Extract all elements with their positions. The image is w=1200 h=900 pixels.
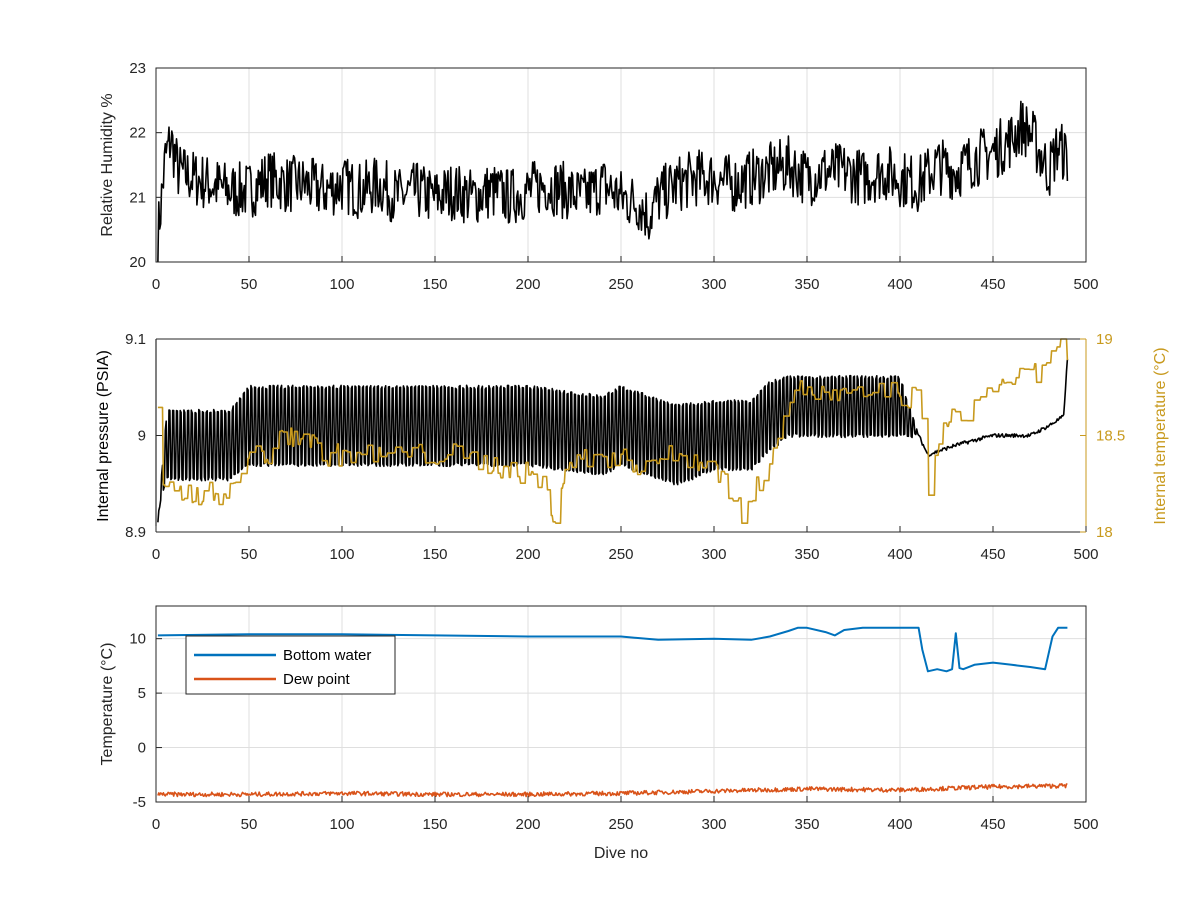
legend-label-bottom-water: Bottom water: [283, 647, 371, 664]
temperature-y-ticks: -5 0 5 10: [129, 631, 162, 811]
humidity-x-ticks: 0 50 100 150 200 250 300 350 400 450 500: [152, 256, 1099, 293]
humidity-y-ticks: 20 21 22 23: [129, 60, 162, 271]
x-tick-label: 450: [980, 546, 1005, 563]
x-tick-label: 0: [152, 276, 160, 293]
x-tick-label: 500: [1073, 816, 1098, 833]
internal-temperature-line: [157, 338, 1069, 524]
x-tick-label: 150: [422, 816, 447, 833]
y-tick-label: 21: [129, 189, 146, 206]
temperature-x-ticks: 0 50 100 150 200 250 300 350 400 450 500: [152, 796, 1099, 833]
x-tick-label: 150: [422, 276, 447, 293]
y-tick-label: 5: [138, 685, 146, 702]
x-tick-label: 300: [701, 816, 726, 833]
x-tick-label: 450: [980, 816, 1005, 833]
x-tick-label: 100: [329, 276, 354, 293]
x-tick-label: 350: [794, 816, 819, 833]
x-tick-label: 250: [608, 816, 633, 833]
pressure-panel: 0 50 100 150 200 250 300 350 400 450 500 8.9 9 9.1 1…: [95, 331, 1169, 563]
y-tick-label: -5: [133, 794, 146, 811]
y-tick-label: 10: [129, 631, 146, 648]
y-tick-label: 23: [129, 60, 146, 77]
x-tick-label: 450: [980, 276, 1005, 293]
x-tick-label: 50: [241, 816, 258, 833]
x-tick-label: 500: [1073, 276, 1098, 293]
y2-tick-label: 19: [1096, 331, 1113, 348]
x-tick-label: 400: [887, 816, 912, 833]
x-tick-label: 100: [329, 816, 354, 833]
y-tick-label: 20: [129, 254, 146, 271]
dew-point-line: [157, 783, 1068, 798]
temperature-series: [157, 626, 1068, 798]
y-tick-label: 22: [129, 125, 146, 142]
humidity-y-label: Relative Humidity %: [99, 93, 116, 236]
legend: Bottom water Dew point: [185, 635, 396, 695]
temperature-panel: 0 50 100 150 200 250 300 350 400 450 500 -5 0 5 10 Te…: [99, 605, 1099, 862]
x-tick-label: 50: [241, 546, 258, 563]
pressure-series: [157, 338, 1069, 524]
humidity-panel: 0 50 100 150 200 250 300 350 400 450 500 20212223 …: [99, 60, 1099, 293]
y-tick-label: 8.9: [125, 524, 146, 541]
y2-tick-label: 18.5: [1096, 428, 1125, 445]
bottom-water-line: [157, 626, 1068, 673]
x-tick-label: 250: [608, 546, 633, 563]
y-tick-label: 0: [138, 740, 146, 757]
x-tick-label: 400: [887, 546, 912, 563]
x-tick-label: 350: [794, 546, 819, 563]
humidity-line: [157, 100, 1069, 263]
x-tick-label: 50: [241, 276, 258, 293]
x-tick-label: 300: [701, 546, 726, 563]
y2-tick-label: 18: [1096, 524, 1113, 541]
x-tick-label: 400: [887, 276, 912, 293]
humidity-series: [157, 100, 1069, 263]
pressure-y-label: Internal pressure (PSIA): [95, 350, 112, 522]
temperature-y-label: Temperature (°C): [99, 643, 116, 766]
pressure-line: [157, 359, 1069, 523]
pressure-x-ticks: 0 50 100 150 200 250 300 350 400 450 500: [152, 526, 1099, 563]
x-tick-label: 100: [329, 546, 354, 563]
x-tick-label: 0: [152, 546, 160, 563]
x-tick-label: 150: [422, 546, 447, 563]
x-tick-label: 0: [152, 816, 160, 833]
temperature-y2-label: Internal temperature (°C): [1152, 347, 1169, 524]
temperature-y2-ticks: 18 18.5 19: [1080, 331, 1125, 541]
y-tick-label: 9.1: [125, 331, 146, 348]
x-tick-label: 500: [1073, 546, 1098, 563]
x-tick-label: 200: [515, 276, 540, 293]
y-tick-label: 9: [138, 428, 146, 445]
x-tick-label: 200: [515, 546, 540, 563]
legend-label-dew-point: Dew point: [283, 671, 351, 688]
x-tick-label: 200: [515, 816, 540, 833]
x-tick-label: 350: [794, 276, 819, 293]
x-tick-label: 250: [608, 276, 633, 293]
x-tick-label: 300: [701, 276, 726, 293]
x-axis-label: Dive no: [594, 845, 648, 862]
pressure-y-ticks: 8.9 9 9.1: [125, 331, 162, 541]
